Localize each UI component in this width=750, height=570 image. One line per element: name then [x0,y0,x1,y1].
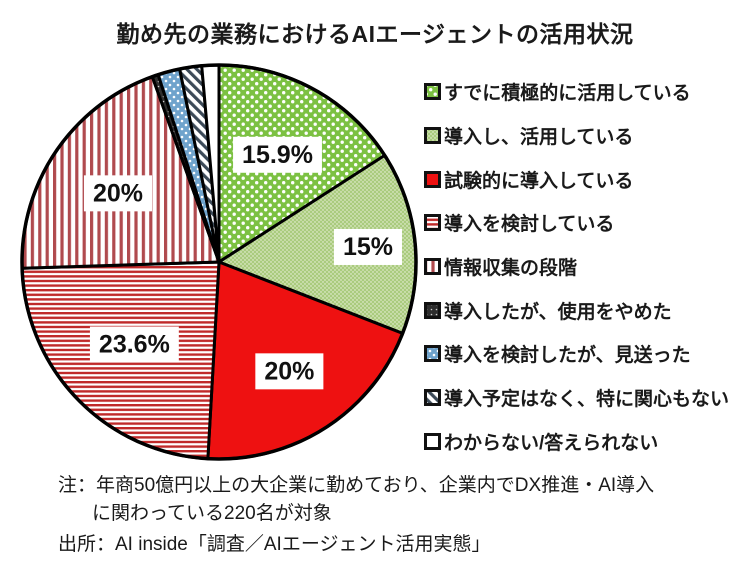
legend-swatch [424,301,441,319]
legend-swatch [424,258,441,276]
legend-item-label: すでに積極的に活用している [444,83,691,105]
legend-item: すでに積極的に活用している [424,70,729,114]
legend-item-label: 情報収集の段階 [444,258,578,280]
pie-outline [20,63,418,461]
slice-label: 20% [264,357,314,385]
legend-swatch [424,389,441,407]
legend-item-label: 導入予定はなく、特に関心もない [444,389,730,411]
legend-item-label: 試験的に導入している [444,170,634,192]
slice-label-group: 15% [333,228,402,265]
footnotes: 注：年商50億円以上の大企業に勤めており、企業内でDX推進・AI導入 に関わって… [58,472,654,559]
slice-label-group: 20% [255,353,324,390]
slice-label: 20% [93,179,143,207]
source-line: 出所：AI inside「調査／AIエージェント活用実態」 [58,534,491,555]
note-line-1: 注：年商50億円以上の大企業に勤めており、企業内でDX推進・AI導入 [58,475,655,496]
chart-title: 勤め先の業務におけるAIエージェントの活用状況 [116,21,634,47]
slice-label-box [233,136,322,173]
slice-label-group: 20% [83,175,153,212]
pie-chart: 15.9% 15% 20% 23.6% 20% [20,63,418,461]
slice-label-box [83,175,153,212]
note-line-2: に関わっている220名が対象 [92,503,332,524]
slice-label: 15.9% [242,141,313,169]
legend-item-label: 導入を検討している [444,214,615,236]
legend-item-label: 導入を検討したが、見送った [444,345,691,367]
legend-swatch [424,214,441,232]
legend-swatch [424,127,441,145]
legend-swatch [424,170,441,188]
legend-item-label: 導入し、活用している [444,127,634,149]
legend-item: 導入を検討している [424,201,729,245]
legend-item: 導入したが、使用をやめた [424,288,729,332]
legend-swatch [424,83,441,101]
legend-item-label: 導入したが、使用をやめた [444,301,672,323]
legend-item: 情報収集の段階 [424,245,729,289]
legend-item: 試験的に導入している [424,157,729,201]
slice-label-group: 23.6% [89,326,179,363]
legend-item: 導入予定はなく、特に関心もない [424,376,729,420]
slice-label-box [89,326,179,363]
slice-label: 23.6% [99,331,170,359]
legend: すでに積極的に活用している 導入し、活用している 試験的に導入している 導入を検討して… [424,70,729,463]
legend-swatch [424,432,441,450]
slice-label-group: 15.9% [233,136,322,173]
slice-label-box [333,228,402,265]
legend-item: 導入を検討したが、見送った [424,332,729,376]
legend-swatch [424,345,441,363]
legend-item-label: わからない/答えられない [444,432,659,454]
slice-label-box [255,353,324,390]
slice-label: 15% [343,233,393,261]
legend-item: わからない/答えられない [424,420,729,464]
legend-item: 導入し、活用している [424,114,729,158]
